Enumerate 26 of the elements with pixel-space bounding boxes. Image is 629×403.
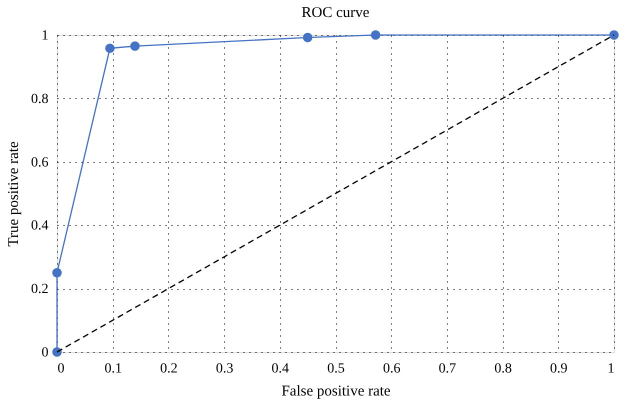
x-tick-label: 0.2 [160, 362, 178, 376]
point [302, 32, 312, 42]
x-tick-label: 0.6 [382, 362, 400, 376]
x-tick-label: 0.5 [327, 362, 345, 376]
point [130, 41, 140, 51]
x-tick-label: 1 [608, 362, 614, 376]
x-tick-label: 0.9 [550, 362, 568, 376]
point [52, 268, 62, 278]
y-tick-label: 0 [42, 346, 48, 360]
x-tick-label: 0.1 [104, 362, 122, 376]
x-tick-label: 0.3 [216, 362, 234, 376]
y-tick-label: 0.8 [31, 92, 48, 107]
y-axis-title: True positive rate [6, 141, 22, 247]
y-tick-label: 1 [42, 28, 48, 44]
y-tick-label: 0.2 [31, 282, 48, 298]
y-tick-label: 0.4 [31, 218, 48, 234]
x-tick-label: 0.8 [494, 362, 512, 376]
x-tick-label: 0 [58, 362, 64, 376]
x-axis-title: False positive rate [281, 384, 391, 400]
point [609, 30, 619, 40]
chart-title: ROC curve [302, 5, 370, 21]
point [105, 44, 115, 54]
x-tick-label: 0.4 [272, 362, 290, 376]
y-tick-label: 0.6 [31, 155, 48, 170]
point [370, 30, 380, 40]
x-tick-label: 0.7 [438, 362, 456, 376]
